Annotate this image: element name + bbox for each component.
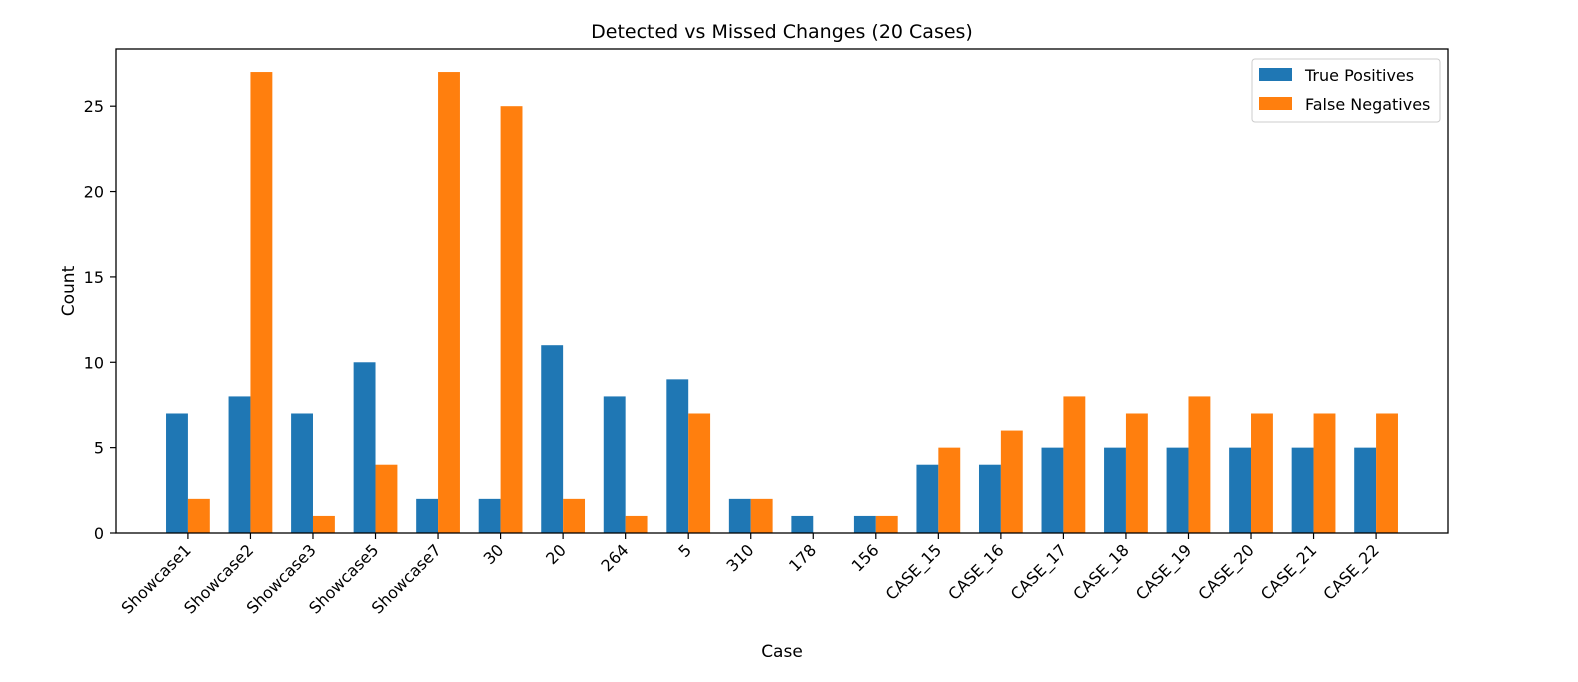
bar-false-negatives-3 xyxy=(375,464,398,533)
bar-true-positives-6 xyxy=(541,345,564,533)
plot-frame xyxy=(115,48,1449,534)
bar-false-negatives-4 xyxy=(438,72,460,534)
bar-true-positives-7 xyxy=(603,396,626,533)
bar-false-negatives-7 xyxy=(625,515,648,533)
y-tick-label: 20 xyxy=(84,183,104,202)
x-axis-label: Case xyxy=(761,642,803,662)
bar-true-positives-19 xyxy=(1354,447,1377,533)
bar-false-negatives-11 xyxy=(875,515,898,533)
bar-false-negatives-8 xyxy=(688,413,711,533)
y-tick-label: 5 xyxy=(94,439,104,458)
bar-false-negatives-15 xyxy=(1125,413,1148,533)
legend-swatch-true-positives xyxy=(1259,68,1292,81)
bar-true-positives-13 xyxy=(978,464,1001,533)
bar-false-negatives-1 xyxy=(250,72,273,534)
bar-false-negatives-14 xyxy=(1063,396,1086,533)
bar-true-positives-8 xyxy=(666,379,689,533)
chart-title: Detected vs Missed Changes (20 Cases) xyxy=(591,21,973,43)
bar-true-positives-1 xyxy=(228,396,251,533)
bar-true-positives-18 xyxy=(1291,447,1314,533)
y-tick-label: 10 xyxy=(84,353,104,372)
bar-true-positives-4 xyxy=(416,498,439,533)
y-tick-label: 0 xyxy=(94,524,104,543)
bar-true-positives-11 xyxy=(853,515,876,533)
legend-label-true-positives: True Positives xyxy=(1304,66,1414,85)
bar-true-positives-12 xyxy=(916,464,939,533)
bar-false-negatives-2 xyxy=(312,515,335,533)
y-axis-label: Count xyxy=(59,265,79,316)
legend-label-false-negatives: False Negatives xyxy=(1305,95,1430,114)
bar-true-positives-9 xyxy=(728,498,751,533)
bar-false-negatives-5 xyxy=(500,106,523,533)
y-tick-label: 25 xyxy=(84,97,104,116)
bar-false-negatives-9 xyxy=(750,498,773,533)
bar-false-negatives-13 xyxy=(1000,430,1023,533)
bar-true-positives-14 xyxy=(1041,447,1064,533)
legend-swatch-false-negatives xyxy=(1259,97,1292,110)
bar-false-negatives-17 xyxy=(1251,413,1273,533)
bar-false-negatives-6 xyxy=(563,498,586,533)
bar-true-positives-16 xyxy=(1166,447,1189,533)
bar-true-positives-5 xyxy=(478,498,501,533)
bars-group xyxy=(166,72,1398,534)
bar-false-negatives-19 xyxy=(1376,413,1398,533)
bar-true-positives-17 xyxy=(1229,447,1252,533)
bar-false-negatives-18 xyxy=(1313,413,1336,533)
bar-true-positives-2 xyxy=(291,413,313,533)
bar-true-positives-0 xyxy=(166,413,188,533)
bar-true-positives-15 xyxy=(1104,447,1126,533)
y-axis: 0 5 10 15 20 25 xyxy=(84,97,116,543)
bar-false-negatives-12 xyxy=(938,447,961,533)
bar-true-positives-10 xyxy=(791,515,814,533)
bar-false-negatives-16 xyxy=(1188,396,1211,533)
legend-box xyxy=(1251,58,1441,123)
bar-false-negatives-0 xyxy=(187,498,210,533)
bar-true-positives-3 xyxy=(353,362,376,533)
legend: True Positives False Negatives xyxy=(1251,58,1441,123)
y-tick-label: 15 xyxy=(84,268,104,287)
